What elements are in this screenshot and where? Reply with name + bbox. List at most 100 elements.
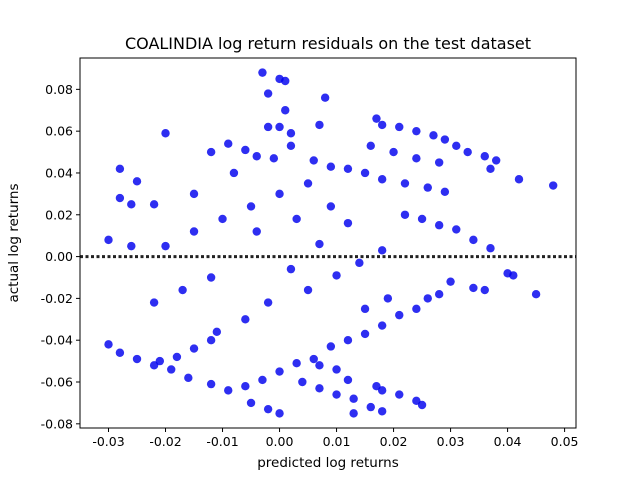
data-point [252, 227, 261, 236]
y-tick-label: -0.02 [41, 291, 73, 306]
data-point [246, 398, 256, 408]
data-point [434, 221, 444, 230]
data-point [315, 361, 324, 370]
data-point [241, 381, 250, 391]
data-point [332, 365, 341, 374]
data-points [104, 68, 558, 418]
x-tick-label: 0.05 [551, 434, 579, 449]
data-point [400, 179, 410, 188]
data-point [343, 218, 353, 228]
x-tick-label: 0.03 [437, 434, 465, 449]
data-point [132, 177, 142, 186]
data-point [463, 147, 472, 157]
data-point [446, 277, 455, 286]
data-point [491, 156, 501, 165]
data-point [132, 354, 142, 364]
data-point [189, 344, 199, 353]
data-point [440, 187, 450, 196]
data-point [212, 327, 222, 337]
data-point [349, 394, 358, 403]
data-point [309, 156, 318, 165]
x-axis-label: predicted log returns [257, 455, 399, 471]
data-point [258, 68, 267, 77]
data-point [263, 89, 273, 98]
data-point [434, 158, 444, 167]
data-point [104, 235, 113, 245]
data-point [452, 141, 461, 150]
data-point [377, 246, 387, 255]
data-point [417, 400, 427, 410]
data-point [355, 258, 364, 268]
y-axis: -0.08 -0.06 -0.04 -0.02 0.00 0.02 0.04 0.06 0.08 [41, 82, 80, 431]
data-point [286, 129, 296, 138]
data-point [149, 298, 159, 307]
data-point [206, 273, 216, 282]
data-point [514, 175, 524, 184]
data-point [189, 227, 199, 236]
y-tick-label: -0.06 [41, 375, 73, 390]
data-point [372, 114, 381, 123]
data-point [206, 336, 216, 345]
data-point [383, 294, 393, 303]
data-point [332, 271, 341, 280]
data-point [315, 120, 324, 130]
data-point [292, 214, 301, 224]
data-point [366, 402, 375, 412]
data-point [389, 147, 398, 157]
data-point [184, 373, 193, 383]
data-point [241, 145, 250, 155]
data-point [480, 285, 489, 295]
data-point [377, 175, 387, 184]
data-point [412, 154, 421, 163]
data-point [286, 264, 296, 274]
data-point [349, 409, 358, 418]
data-point [343, 375, 353, 385]
y-tick-label: 0.02 [45, 207, 73, 222]
data-point [377, 321, 387, 330]
data-point [360, 168, 370, 178]
data-point [469, 283, 478, 293]
data-point [395, 310, 404, 320]
data-point [315, 239, 324, 249]
data-point [115, 193, 125, 203]
data-point [509, 271, 518, 280]
x-tick-label: 0.01 [323, 434, 351, 449]
data-point [161, 129, 170, 138]
y-tick-label: -0.04 [41, 333, 73, 348]
data-point [189, 189, 199, 199]
data-point [269, 154, 279, 163]
data-point [275, 409, 284, 418]
plot-background [80, 58, 576, 428]
data-point [178, 285, 187, 295]
data-point [206, 379, 216, 389]
data-point [281, 106, 290, 115]
x-axis: -0.03 -0.02 -0.01 0.00 0.01 0.02 0.03 0.04 0.05 [92, 428, 579, 449]
data-point [326, 162, 336, 171]
data-point [326, 342, 336, 351]
plot-frame [79, 57, 577, 429]
data-point [115, 348, 125, 357]
data-point [303, 285, 313, 295]
data-point [241, 315, 250, 324]
data-point [417, 214, 427, 224]
data-point [275, 122, 284, 132]
data-point [326, 202, 336, 211]
x-tick-label: -0.03 [92, 434, 124, 449]
data-point [155, 356, 165, 366]
data-point [167, 365, 176, 374]
data-point [343, 336, 353, 345]
data-point [252, 152, 261, 161]
y-tick-label: 0.06 [45, 124, 73, 139]
data-point [224, 139, 233, 148]
y-tick-label: 0.00 [45, 249, 73, 264]
data-point [292, 358, 301, 368]
x-tick-label: -0.01 [206, 434, 238, 449]
data-point [303, 179, 313, 188]
data-point [480, 152, 489, 161]
data-point [531, 290, 541, 299]
x-tick-label: 0.02 [380, 434, 408, 449]
data-point [377, 120, 387, 130]
data-point [275, 189, 284, 199]
y-axis-label: actual log returns [6, 183, 22, 302]
